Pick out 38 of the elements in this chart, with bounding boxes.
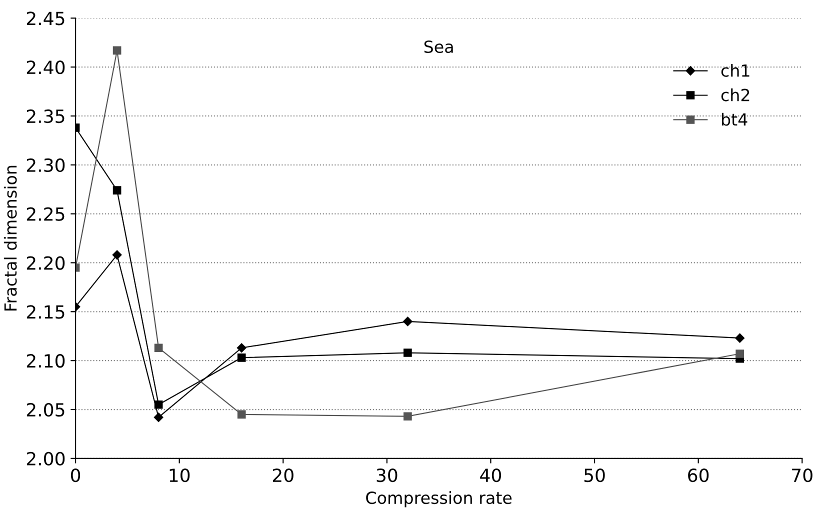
text: Sea — [424, 40, 453, 54]
x-tick-label: 60 — [688, 468, 709, 482]
x-tick-label: 30 — [376, 468, 398, 482]
y-tick-label: 2.20 — [26, 256, 65, 270]
point — [404, 412, 412, 421]
point — [154, 400, 163, 409]
point — [237, 353, 246, 362]
legend-label: ch1 — [721, 64, 750, 77]
y-tick-label: 2.10 — [26, 354, 65, 368]
point — [112, 46, 122, 55]
point — [736, 350, 744, 358]
point — [112, 250, 122, 260]
x-axis-title: Compression rate — [366, 491, 512, 508]
y-tick-label: 2.15 — [26, 305, 64, 319]
x-tick-label: 50 — [584, 468, 605, 482]
x-tick-label: 70 — [792, 468, 812, 482]
y-tick-label: 2.45 — [26, 12, 64, 26]
point — [154, 344, 163, 352]
y-tick-label: 2.05 — [26, 402, 64, 417]
x-tick-label: 20 — [272, 468, 294, 482]
y-tick-label: 2.40 — [26, 60, 65, 74]
point — [237, 410, 246, 419]
y-tick-label: 2.30 — [26, 158, 65, 172]
point — [112, 186, 122, 195]
x-tick-label: 10 — [170, 468, 190, 482]
y-tick-label: 2.25 — [26, 207, 64, 221]
legend-label: ch2 — [721, 88, 750, 102]
y-tick-label: 2.00 — [26, 452, 65, 466]
y-tick-label: 2.35 — [26, 109, 64, 124]
x-tick-label: 40 — [480, 468, 502, 482]
legend-label: bt4 — [722, 112, 748, 126]
x-tick-label: 0 — [70, 468, 80, 482]
point — [403, 316, 412, 326]
point — [236, 343, 246, 352]
y-axis-title: Fractal dimension — [4, 166, 17, 310]
point — [735, 333, 744, 343]
point — [404, 348, 412, 357]
point — [154, 412, 164, 422]
